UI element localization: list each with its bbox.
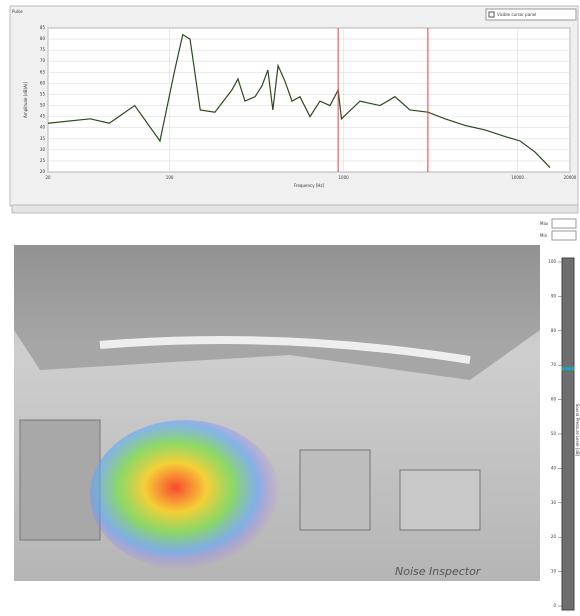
min-label: Min xyxy=(540,233,548,238)
panel-title: Pulse xyxy=(12,9,23,14)
colorbar-tick-label: 80 xyxy=(551,328,557,333)
colorbar-label: Sound Pressure Level [dB] xyxy=(575,404,580,457)
colorbar-tick-label: 50 xyxy=(551,431,557,436)
x-tick-label: 100 xyxy=(166,175,174,180)
colorbar-tick-label: 60 xyxy=(551,397,557,402)
colorbar-tick-label: 0 xyxy=(553,603,556,608)
y-tick-label: 25 xyxy=(40,158,46,163)
y-tick-label: 35 xyxy=(40,136,46,141)
x-tick-label: 20000 xyxy=(564,175,577,180)
y-tick-label: 45 xyxy=(40,114,46,119)
cursor-toggle[interactable] xyxy=(485,8,577,21)
max-label: Max xyxy=(540,221,549,226)
y-tick-label: 75 xyxy=(40,47,46,52)
hood-edge xyxy=(99,336,471,364)
y-tick-label: 70 xyxy=(40,58,46,63)
y-tick-label: 55 xyxy=(40,91,46,96)
y-tick-label: 30 xyxy=(40,147,46,152)
hood xyxy=(14,245,540,380)
x-tick-label: 10000 xyxy=(511,175,524,180)
x-tick-label: 1000 xyxy=(339,175,350,180)
colorbar-tick-label: 40 xyxy=(551,465,557,470)
colorbar-tick-label: 100 xyxy=(548,259,556,264)
colorbar-tick-label: 30 xyxy=(551,500,557,505)
heatmap xyxy=(90,420,280,570)
engine-part xyxy=(399,469,481,531)
checkbox[interactable] xyxy=(488,11,495,18)
scrollbar[interactable] xyxy=(11,204,579,214)
colorbar xyxy=(561,257,575,611)
colorbar-marker xyxy=(561,366,575,372)
y-tick-label: 40 xyxy=(40,125,46,130)
colorbar-tick-label: 20 xyxy=(551,534,557,539)
engine-part xyxy=(299,449,371,531)
colorbar-tick-label: 90 xyxy=(551,293,557,298)
y-tick-label: 85 xyxy=(40,25,46,30)
x-tick-label: 20 xyxy=(45,175,51,180)
x-axis-label: Frequency [Hz] xyxy=(294,183,325,188)
y-tick-label: 50 xyxy=(40,103,46,108)
min-input[interactable] xyxy=(551,230,577,241)
logo: Noise Inspector xyxy=(395,565,482,578)
max-input[interactable] xyxy=(551,218,577,229)
y-tick-label: 80 xyxy=(40,36,46,41)
colorbar-tick-label: 70 xyxy=(551,362,557,367)
spectrum-line xyxy=(47,33,551,168)
y-tick-label: 60 xyxy=(40,80,46,85)
colorbar-tick-label: 10 xyxy=(551,569,557,574)
engine-part xyxy=(19,419,101,541)
cursor-toggle-label: Visible cursor panel xyxy=(497,12,536,17)
y-axis-label: Amplitude [dB(A)] xyxy=(23,82,28,118)
y-tick-label: 65 xyxy=(40,69,46,74)
plot-area xyxy=(47,27,571,173)
y-tick-label: 20 xyxy=(40,169,46,174)
